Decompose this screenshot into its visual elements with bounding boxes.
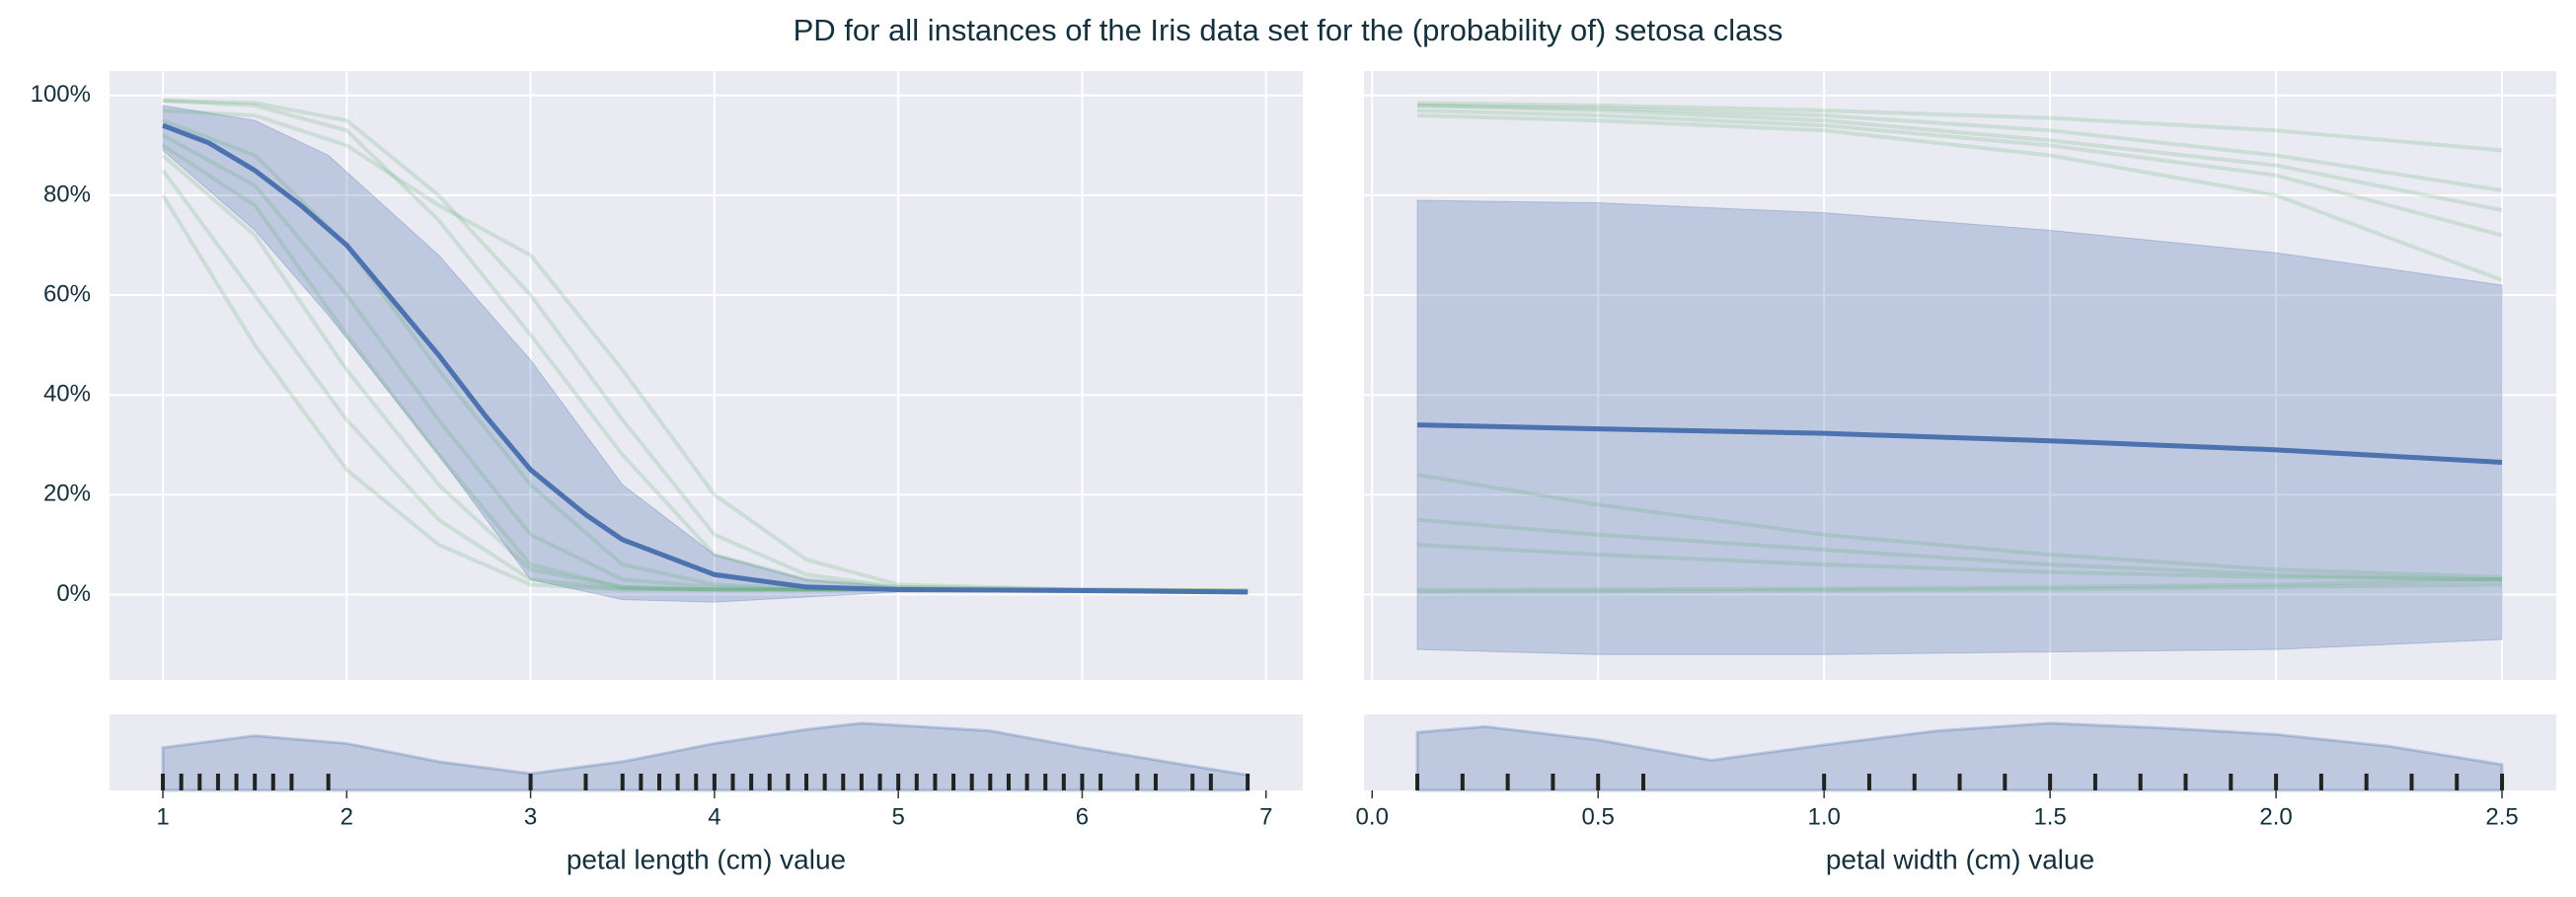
x-tick-label: 1.0 — [1807, 803, 1840, 830]
x-axis-label: petal length (cm) value — [567, 844, 846, 874]
density-area — [110, 714, 1303, 790]
ice-line — [162, 108, 1249, 593]
std-band — [162, 105, 1249, 603]
x-tick-label: 2.5 — [2485, 803, 2518, 830]
x-tick-label: 3 — [524, 803, 537, 830]
y-tick-label: 80% — [43, 181, 91, 207]
ice-line — [1416, 103, 2503, 213]
y-tick-label: 0% — [56, 580, 91, 607]
ice-line — [1417, 577, 2503, 592]
y-tick-label: 20% — [43, 481, 91, 507]
x-tick-label: 1.5 — [2033, 803, 2066, 830]
y-tick-label: 40% — [43, 381, 91, 408]
ice-line — [1416, 113, 2503, 282]
plot-area — [1364, 71, 2556, 680]
x-tick-label: 1 — [156, 803, 169, 830]
x-axis-label: petal width (cm) value — [1826, 844, 2094, 874]
ice-line — [1416, 473, 2503, 579]
x-tick-label: 2.0 — [2259, 803, 2292, 830]
y-tick-label: 60% — [43, 280, 91, 307]
ice-line — [1417, 582, 2503, 594]
pd-line — [1416, 422, 2503, 465]
pd-line — [162, 122, 1249, 595]
chart-title: PD for all instances of the Iris data se… — [794, 13, 1783, 47]
std-band — [1416, 199, 2503, 655]
plot-area — [110, 71, 1303, 680]
x-tick-label: 5 — [891, 803, 904, 830]
x-tick-label: 0.5 — [1582, 803, 1615, 830]
ice-line — [1417, 103, 2503, 192]
y-tick-label: 100% — [31, 81, 91, 108]
ice-line — [1417, 101, 2503, 153]
x-tick-label: 0.0 — [1356, 803, 1389, 830]
x-tick-label: 6 — [1076, 803, 1089, 830]
ice-line — [1416, 542, 2503, 582]
ice-line — [1416, 108, 2503, 238]
ice-line — [1416, 517, 2503, 582]
x-tick-label: 7 — [1259, 803, 1272, 830]
x-tick-label: 2 — [341, 803, 353, 830]
x-tick-label: 4 — [708, 803, 720, 830]
density — [1415, 721, 2504, 792]
density — [161, 721, 1250, 792]
